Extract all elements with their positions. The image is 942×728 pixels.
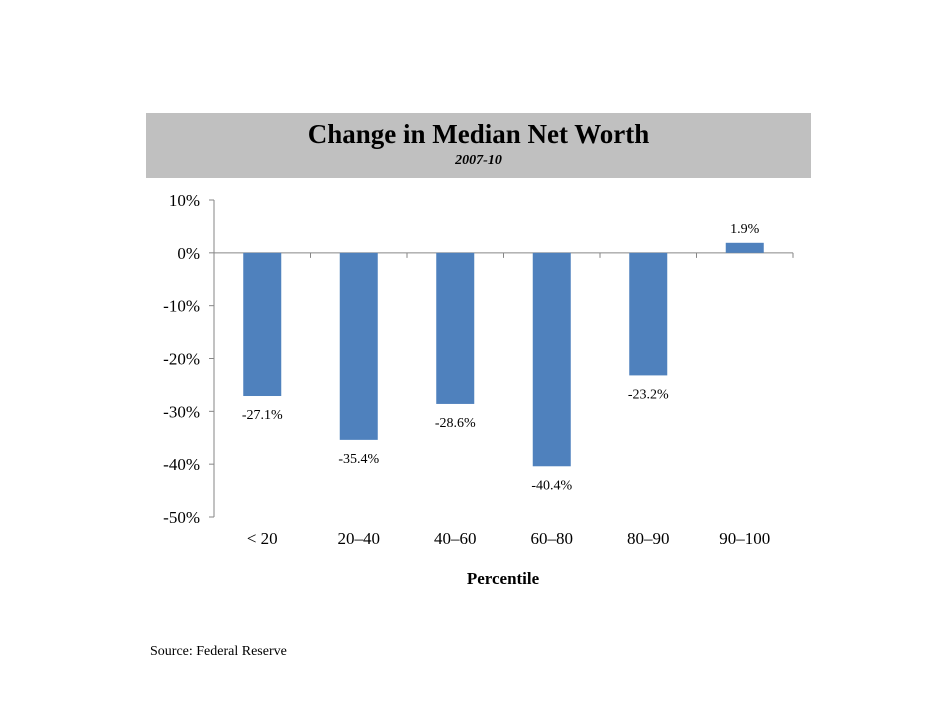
y-tick-label: -10% <box>163 297 200 316</box>
data-labels: -27.1% -35.4% -28.6% -40.4% -23.2% 1.9% <box>242 222 760 493</box>
y-tick-label: -50% <box>163 508 200 527</box>
chart-subtitle: 2007-10 <box>455 153 502 168</box>
data-label: 1.9% <box>730 222 760 237</box>
chart-title: Change in Median Net Worth <box>307 119 650 149</box>
y-axis: 10% 0% -10% -20% -30% -40% -50% <box>163 191 215 527</box>
data-label: -23.2% <box>628 387 669 402</box>
x-tick-label: 80–90 <box>627 529 670 548</box>
bar <box>339 252 378 440</box>
bar <box>629 252 668 376</box>
y-tick-label: -20% <box>163 350 200 369</box>
x-axis-label: Percentile <box>467 569 540 588</box>
x-tick-label: 60–80 <box>531 529 574 548</box>
x-tick-label: 40–60 <box>434 529 477 548</box>
chart-title-band: Change in Median Net Worth 2007-10 <box>146 113 811 178</box>
bar <box>532 252 571 467</box>
x-tick-label: < 20 <box>247 529 278 548</box>
x-tick-label: 90–100 <box>719 529 770 548</box>
bar <box>243 252 282 397</box>
data-label: -40.4% <box>531 478 572 493</box>
data-label: -28.6% <box>435 416 476 431</box>
bars <box>243 242 764 467</box>
data-label: -27.1% <box>242 408 283 423</box>
data-label: -35.4% <box>338 452 379 467</box>
y-tick-label: -40% <box>163 455 200 474</box>
x-tick-label: 20–40 <box>338 529 381 548</box>
bar <box>725 242 764 253</box>
source-note: Source: Federal Reserve <box>150 644 287 659</box>
bar <box>436 252 475 404</box>
y-tick-label: -30% <box>163 402 200 421</box>
y-tick-label: 0% <box>177 244 200 263</box>
y-tick-label: 10% <box>169 191 200 210</box>
x-axis: < 20 20–40 40–60 60–80 80–90 90–100 <box>213 252 794 548</box>
